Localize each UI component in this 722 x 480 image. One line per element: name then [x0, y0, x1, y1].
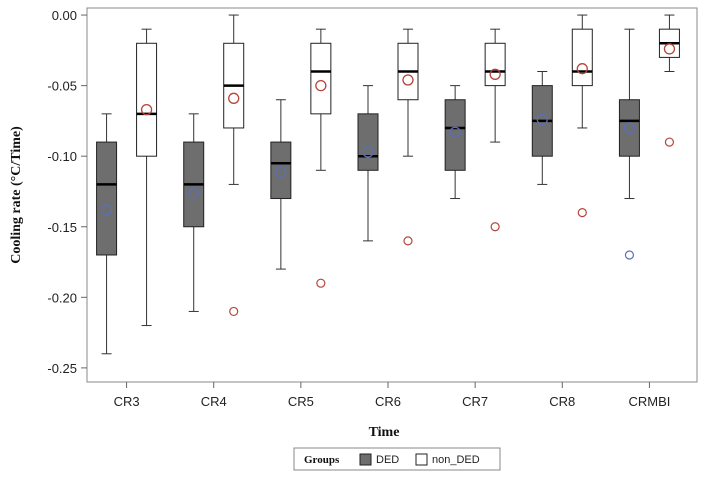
- mean-marker: [315, 79, 327, 92]
- mean-marker: [623, 122, 636, 134]
- non-ded-box-cr3: [136, 28, 158, 327]
- legend-swatch-non-ded: [415, 453, 428, 466]
- non-ded-box-cr8: [571, 14, 593, 218]
- mean-marker: [188, 187, 200, 199]
- outlier-point: [624, 250, 635, 260]
- ded-box-crmbi: [618, 28, 640, 260]
- mean-marker: [100, 204, 113, 216]
- y-tick-label: -0.05: [47, 79, 77, 94]
- mean-marker: [140, 103, 153, 116]
- iqr-box: [618, 99, 640, 157]
- outlier-point: [577, 208, 587, 218]
- outlier-point: [664, 137, 675, 147]
- plot-area: 0.00-0.05-0.10-0.15-0.20-0.25 CR3 CR4 CR5 C…: [47, 7, 698, 409]
- mean-marker: [402, 74, 414, 86]
- outlier-point: [229, 306, 239, 317]
- x-tick-label: CRMBI: [628, 394, 670, 409]
- ded-box-cr8: [531, 71, 553, 185]
- non-ded-box-cr6: [397, 28, 419, 246]
- legend-title: Groups: [304, 454, 340, 466]
- x-axis-title: Time: [369, 425, 400, 440]
- outlier-point: [403, 236, 413, 246]
- y-tick-label: -0.25: [47, 361, 77, 376]
- non-ded-box-cr7: [484, 28, 506, 232]
- iqr-box: [136, 42, 158, 157]
- ded-box-cr6: [357, 85, 379, 242]
- y-tick-label: -0.20: [47, 290, 77, 305]
- y-axis: 0.00 -0.05 -0.10 -0.15 -0.20 -0.25: [47, 8, 87, 376]
- mean-marker: [449, 126, 461, 138]
- legend-label-ded: DED: [376, 454, 399, 466]
- legend-label-non-ded: non_DED: [432, 454, 480, 466]
- mean-marker: [576, 63, 588, 75]
- x-tick-label: CR6: [375, 394, 401, 409]
- y-tick-label: -0.10: [47, 149, 77, 164]
- mean-marker: [228, 92, 240, 104]
- x-tick-label: CR7: [462, 394, 488, 409]
- iqr-box: [96, 141, 118, 256]
- non-ded-box-cr4: [223, 14, 245, 317]
- non-ded-box-crmbi: [658, 14, 680, 147]
- iqr-box: [444, 99, 466, 171]
- x-tick-label: CR8: [549, 394, 575, 409]
- ded-box-cr5: [270, 99, 292, 270]
- x-tick-label: CR5: [288, 394, 314, 409]
- x-tick-label: CR4: [201, 394, 227, 409]
- x-tick-label: CR3: [114, 394, 140, 409]
- y-tick-label: 0.00: [52, 8, 77, 23]
- plot-frame: [86, 7, 698, 383]
- y-axis-title: Cooling rate (°C/Time): [9, 126, 24, 264]
- mean-marker: [536, 113, 548, 126]
- mean-marker: [362, 146, 374, 158]
- box-series: [96, 14, 680, 355]
- iqr-box: [310, 42, 332, 115]
- legend-swatch-ded: [359, 453, 372, 466]
- mean-marker: [489, 68, 501, 80]
- outlier-point: [490, 222, 500, 232]
- ded-box-cr3: [96, 113, 118, 355]
- mean-marker: [663, 43, 676, 55]
- iqr-box: [571, 28, 593, 87]
- legend-frame: [293, 447, 501, 471]
- mean-marker: [275, 166, 287, 178]
- x-axis: CR3 CR4 CR5 CR6 CR7 CR8 CRMBI: [114, 382, 670, 409]
- y-tick-label: -0.15: [47, 220, 77, 235]
- ded-box-cr4: [183, 113, 205, 312]
- legend: Groups DED non_DED: [293, 447, 501, 471]
- iqr-box: [270, 141, 292, 200]
- ded-box-cr7: [444, 85, 466, 200]
- outlier-point: [316, 278, 326, 288]
- iqr-box: [357, 113, 379, 171]
- non-ded-box-cr5: [310, 28, 332, 288]
